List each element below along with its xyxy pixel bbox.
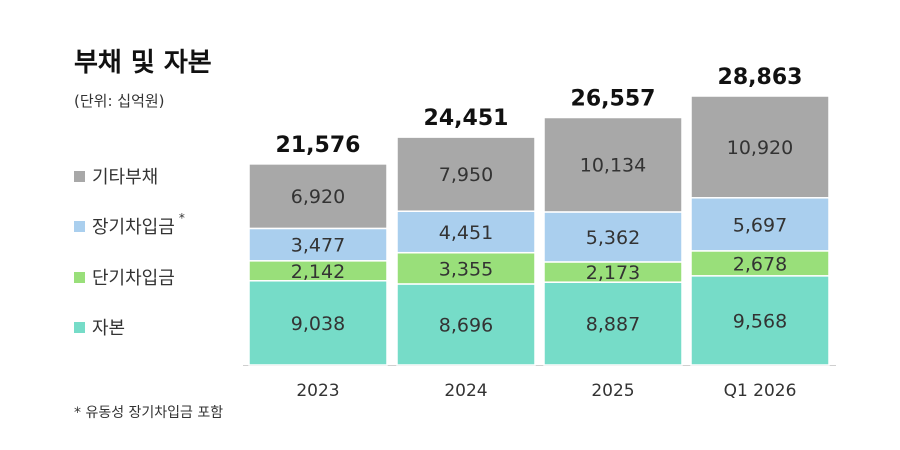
legend-swatch-long-term-borrowings	[74, 220, 85, 232]
data-label-equity-2024: 8,696	[439, 314, 493, 336]
bar-other-liabilities-2024	[396, 136, 536, 212]
bar-equity-q1-2026	[690, 275, 830, 366]
bar-equity-2025	[543, 281, 683, 366]
data-label-equity-2023: 9,038	[291, 313, 345, 335]
data-label-long-term-borrowings-q1-2026: 5,697	[733, 214, 787, 236]
data-label-long-term-borrowings-2023: 3,477	[291, 235, 345, 257]
data-label-other-liabilities-2025: 10,134	[580, 155, 646, 177]
bar-other-liabilities-2025	[543, 116, 683, 213]
x-tick-label-2023: 2023	[296, 381, 339, 401]
bar-other-liabilities-q1-2026	[690, 95, 830, 199]
bar-equity-2024	[396, 283, 536, 366]
bar-long-term-borrowings-2023	[248, 227, 388, 262]
footnote: * 유동성 장기차입금 포함	[74, 405, 224, 421]
bar-other-liabilities-2023	[248, 163, 388, 230]
x-tick-label-q1-2026: Q1 2026	[724, 381, 797, 401]
legend-swatch-other-liabilities	[74, 170, 85, 182]
bar-equity-2023	[248, 280, 388, 366]
total-label-q1-2026: 28,863	[718, 65, 803, 90]
legend-item-other-liabilities: 기타부채	[74, 163, 158, 189]
legend-label-equity: 자본	[92, 318, 126, 339]
data-label-other-liabilities-2024: 7,950	[439, 164, 493, 186]
legend-label-other-liabilities: 기타부채	[92, 167, 159, 188]
data-label-short-term-borrowings-2023: 2,142	[291, 261, 345, 283]
total-label-2025: 26,557	[571, 86, 656, 111]
data-label-long-term-borrowings-2025: 5,362	[586, 227, 640, 249]
bar-short-term-borrowings-q1-2026	[690, 250, 830, 277]
data-label-long-term-borrowings-2024: 4,451	[439, 222, 493, 244]
legend-label-long-term-borrowings: 장기차입금	[92, 217, 175, 238]
data-label-short-term-borrowings-q1-2026: 2,678	[733, 253, 787, 275]
unit-label: (단위: 십억원)	[74, 92, 165, 110]
x-tick-label-2024: 2024	[444, 381, 487, 401]
bar-long-term-borrowings-q1-2026	[690, 197, 830, 252]
bar-short-term-borrowings-2024	[396, 251, 536, 285]
legend-swatch-short-term-borrowings	[74, 271, 85, 283]
data-label-short-term-borrowings-2024: 3,355	[439, 258, 493, 280]
bar-long-term-borrowings-2024	[396, 210, 536, 254]
data-label-short-term-borrowings-2025: 2,173	[586, 262, 640, 284]
data-label-equity-q1-2026: 9,568	[733, 310, 787, 332]
chart-title: 부채 및 자본	[74, 48, 212, 78]
data-label-equity-2025: 8,887	[586, 314, 640, 336]
data-label-other-liabilities-q1-2026: 10,920	[727, 137, 793, 159]
x-tick-label-2025: 2025	[591, 381, 634, 401]
legend-item-long-term-borrowings: 장기차입금 *	[74, 211, 185, 239]
total-label-2023: 21,576	[276, 133, 361, 158]
legend-label-short-term-borrowings: 단기차입금	[92, 268, 175, 289]
legend-swatch-equity	[74, 321, 85, 333]
legend-footnote-mark: *	[178, 211, 185, 225]
legend-item-equity: 자본	[74, 314, 125, 340]
data-label-other-liabilities-2023: 6,920	[291, 186, 345, 208]
total-label-2024: 24,451	[424, 106, 509, 131]
bar-long-term-borrowings-2025	[543, 211, 683, 263]
legend-item-short-term-borrowings: 단기차입금	[74, 264, 175, 290]
